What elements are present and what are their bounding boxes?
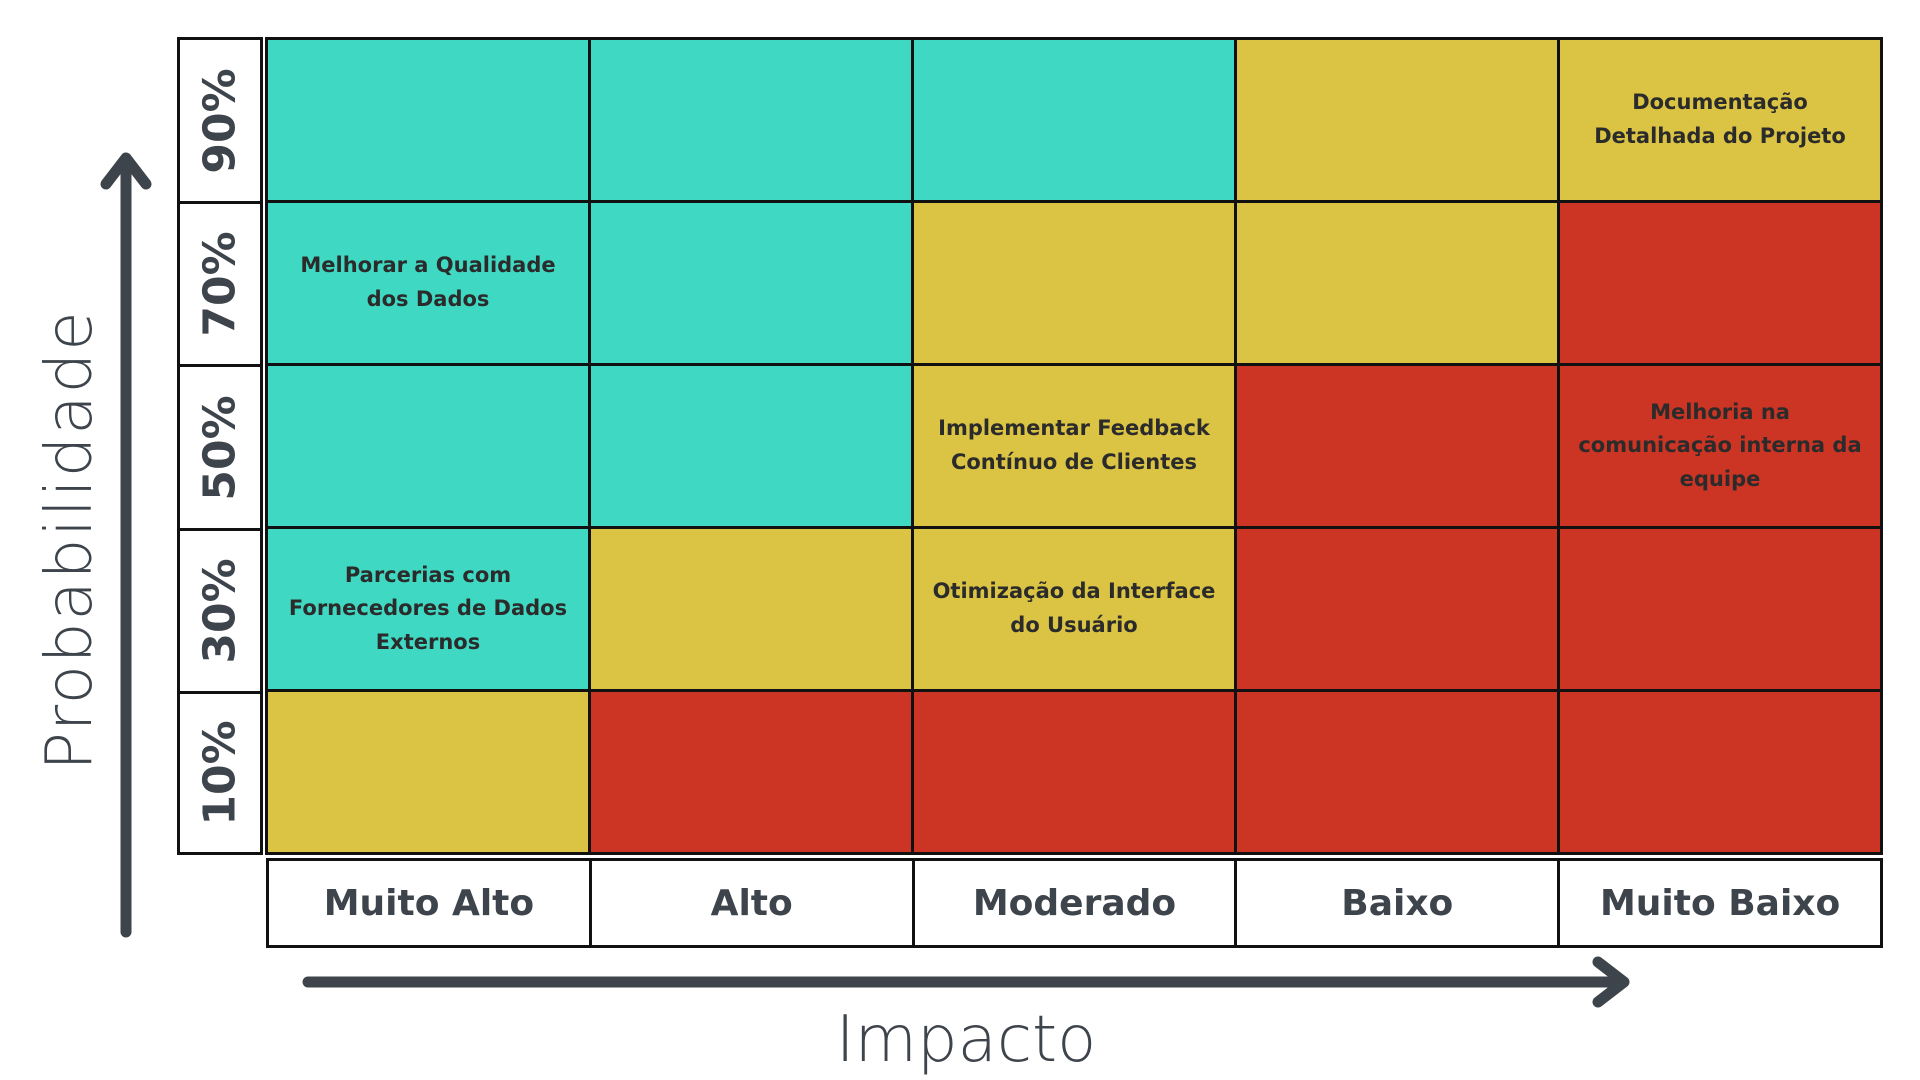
probability-label-30: 30% — [177, 528, 263, 694]
y-axis-title: Probabilidade — [33, 309, 107, 771]
matrix-cell — [914, 203, 1234, 363]
matrix-cell: Documentação Detalhada do Projeto — [1560, 40, 1880, 200]
matrix-cell — [268, 692, 588, 852]
matrix-cell: Parcerias com Fornecedores de Dados Exte… — [268, 529, 588, 689]
matrix-cell: Implementar Feedback Contínuo de Cliente… — [914, 366, 1234, 526]
matrix-cell — [591, 40, 911, 200]
probability-label-text: 30% — [194, 558, 246, 664]
impact-label-muito-baixo: Muito Baixo — [1560, 861, 1880, 945]
matrix-cell — [914, 40, 1234, 200]
x-axis-title: Impacto — [835, 1003, 1097, 1077]
risk-item-label: Implementar Feedback Contínuo de Cliente… — [938, 416, 1210, 474]
probability-label-10: 10% — [177, 691, 263, 855]
impact-label-muito-alto: Muito Alto — [269, 861, 589, 945]
risk-item-label: Melhorar a Qualidade dos Dados — [300, 253, 556, 311]
matrix-cell — [1560, 203, 1880, 363]
matrix-cell — [1560, 692, 1880, 852]
impact-label-text: Alto — [710, 882, 793, 924]
matrix-cell — [1560, 529, 1880, 689]
matrix-cell: Melhorar a Qualidade dos Dados — [268, 203, 588, 363]
matrix-cell — [268, 40, 588, 200]
probability-label-text: 70% — [194, 231, 246, 337]
impact-labels-row: Muito Alto Alto Moderado Baixo Muito Bai… — [266, 858, 1883, 948]
risk-item-label: Parcerias com Fornecedores de Dados Exte… — [288, 562, 568, 654]
risk-item-label: Otimização da Interface do Usuário — [932, 579, 1216, 637]
probability-label-text: 50% — [194, 394, 246, 501]
matrix-cell — [914, 692, 1234, 852]
matrix-cell — [1237, 529, 1557, 689]
matrix-cell: Melhoria na comunicação interna da equip… — [1560, 366, 1880, 526]
matrix-cell — [591, 203, 911, 363]
risk-item-label: Documentação Detalhada do Projeto — [1594, 90, 1846, 148]
probability-label-text: 10% — [194, 720, 246, 826]
matrix-cell — [1237, 40, 1557, 200]
probability-label-text: 90% — [194, 67, 246, 174]
probability-label-70: 70% — [177, 201, 263, 367]
matrix-cell — [591, 692, 911, 852]
impact-label-text: Baixo — [1341, 882, 1454, 924]
risk-matrix-grid: Documentação Detalhada do Projeto Melhor… — [265, 37, 1883, 855]
impact-label-text: Moderado — [972, 882, 1177, 924]
impact-label-alto: Alto — [591, 861, 912, 945]
y-axis-arrow — [100, 152, 152, 938]
x-axis-arrow — [302, 956, 1630, 1008]
matrix-cell — [591, 529, 911, 689]
risk-item-label: Melhoria na comunicação interna da equip… — [1578, 399, 1862, 491]
matrix-cell: Otimização da Interface do Usuário — [914, 529, 1234, 689]
probability-label-90: 90% — [177, 37, 263, 204]
impact-label-baixo: Baixo — [1237, 861, 1558, 945]
impact-label-moderado: Moderado — [914, 861, 1235, 945]
matrix-cell — [1237, 692, 1557, 852]
matrix-cell — [1237, 203, 1557, 363]
matrix-cell — [591, 366, 911, 526]
matrix-cell — [268, 366, 588, 526]
impact-label-text: Muito Baixo — [1599, 882, 1841, 924]
probability-label-50: 50% — [177, 364, 263, 531]
impact-label-text: Muito Alto — [323, 882, 535, 924]
matrix-cell — [1237, 366, 1557, 526]
